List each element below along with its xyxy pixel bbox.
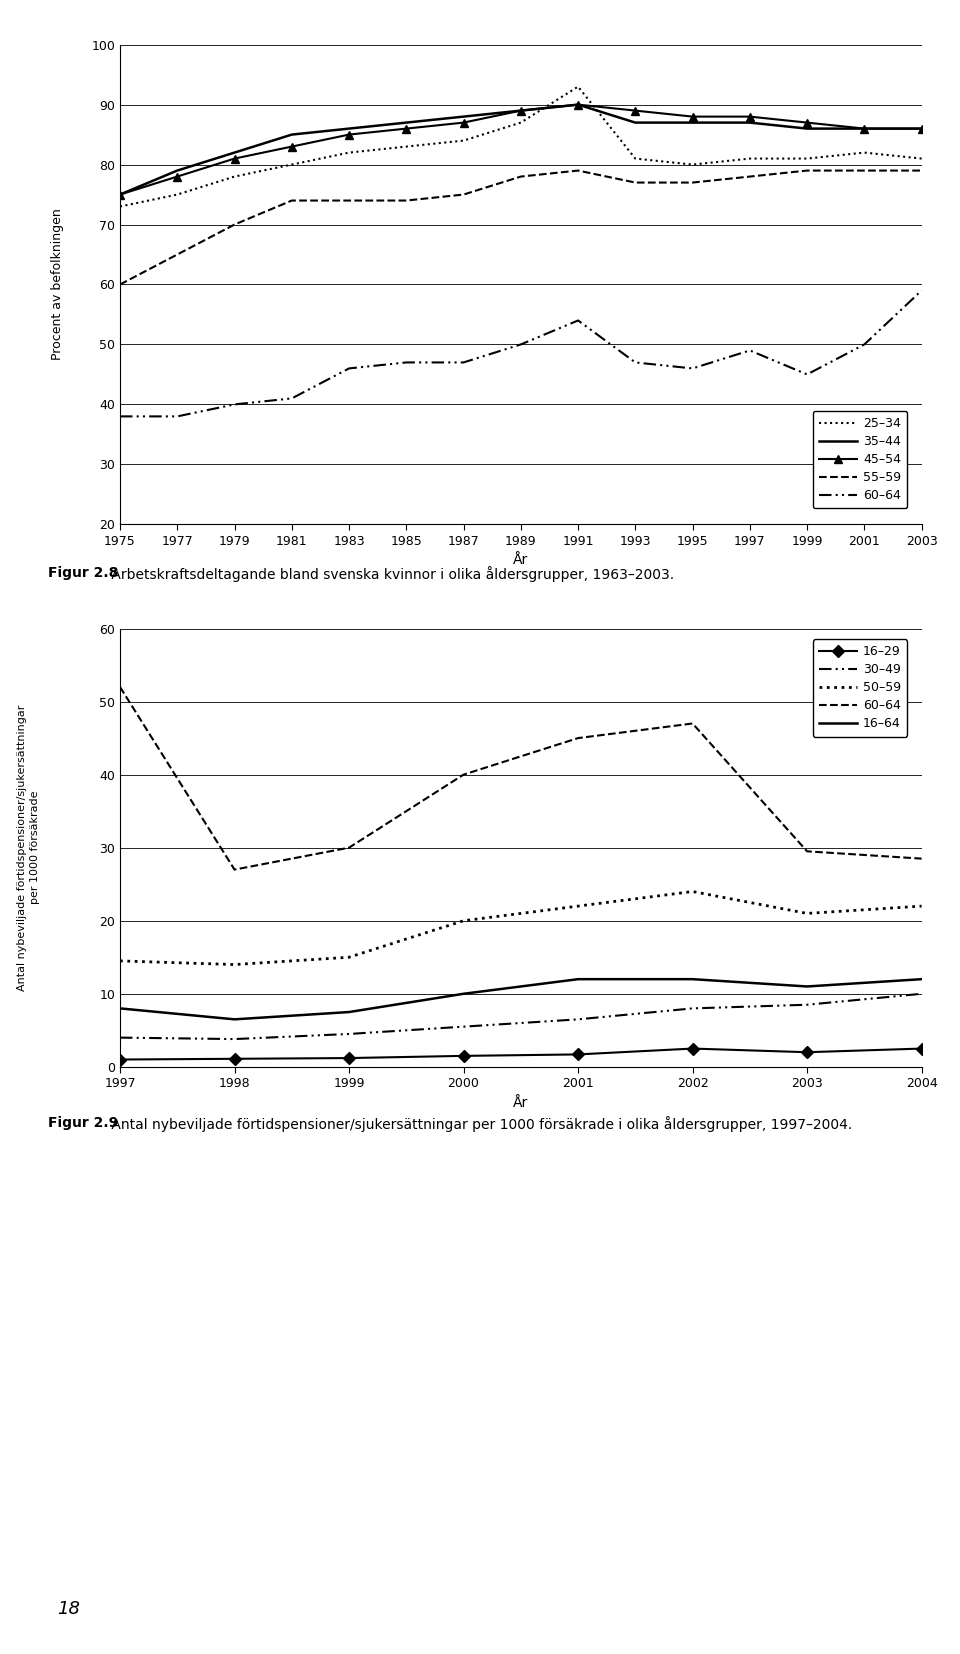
Legend: 25–34, 35–44, 45–54, 55–59, 60–64: 25–34, 35–44, 45–54, 55–59, 60–64 bbox=[813, 410, 907, 508]
X-axis label: År: År bbox=[514, 1097, 528, 1110]
Text: Arbetskraftsdeltagande bland svenska kvinnor i olika åldersgrupper, 1963–2003.: Arbetskraftsdeltagande bland svenska kvi… bbox=[107, 566, 674, 582]
Text: Figur 2.8: Figur 2.8 bbox=[48, 566, 118, 579]
Y-axis label: Antal nybeviljade förtidspensioner/sjukersättningar
per 1000 försäkrade: Antal nybeviljade förtidspensioner/sjuke… bbox=[16, 705, 40, 991]
Text: Antal nybeviljade förtidspensioner/sjukersättningar per 1000 försäkrade i olika : Antal nybeviljade förtidspensioner/sjuke… bbox=[107, 1116, 852, 1133]
X-axis label: År: År bbox=[514, 554, 528, 567]
Text: Figur 2.9: Figur 2.9 bbox=[48, 1116, 118, 1130]
Legend: 16–29, 30–49, 50–59, 60–64, 16–64: 16–29, 30–49, 50–59, 60–64, 16–64 bbox=[813, 638, 907, 736]
Text: 18: 18 bbox=[58, 1599, 81, 1618]
Y-axis label: Procent av befolkningen: Procent av befolkningen bbox=[51, 208, 64, 361]
